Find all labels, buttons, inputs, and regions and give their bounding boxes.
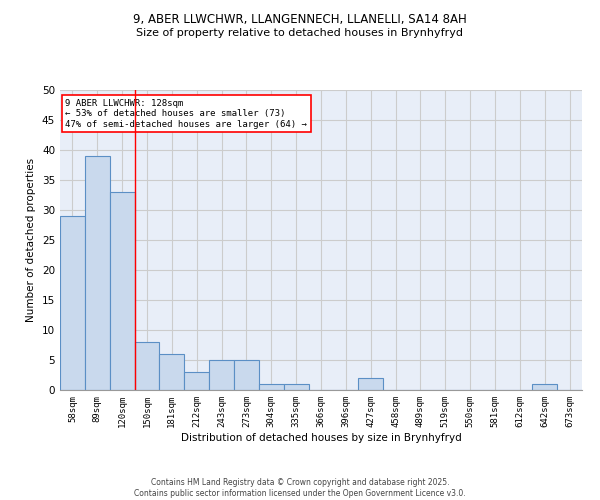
Bar [184, 372, 209, 390]
Bar [358, 378, 383, 390]
Text: 9, ABER LLWCHWR, LLANGENNECH, LLANELLI, SA14 8AH: 9, ABER LLWCHWR, LLANGENNECH, LLANELLI, … [133, 12, 467, 26]
Text: 9 ABER LLWCHWR: 128sqm
← 53% of detached houses are smaller (73)
47% of semi-det: 9 ABER LLWCHWR: 128sqm ← 53% of detached… [65, 99, 307, 129]
X-axis label: Distribution of detached houses by size in Brynhyfryd: Distribution of detached houses by size … [181, 432, 461, 442]
Bar [284, 384, 308, 390]
Text: Contains HM Land Registry data © Crown copyright and database right 2025.
Contai: Contains HM Land Registry data © Crown c… [134, 478, 466, 498]
Bar [134, 342, 160, 390]
Text: Size of property relative to detached houses in Brynhyfryd: Size of property relative to detached ho… [137, 28, 464, 38]
Bar [110, 192, 134, 390]
Bar [532, 384, 557, 390]
Bar [209, 360, 234, 390]
Bar [85, 156, 110, 390]
Bar [60, 216, 85, 390]
Bar [160, 354, 184, 390]
Bar [234, 360, 259, 390]
Y-axis label: Number of detached properties: Number of detached properties [26, 158, 37, 322]
Bar [259, 384, 284, 390]
